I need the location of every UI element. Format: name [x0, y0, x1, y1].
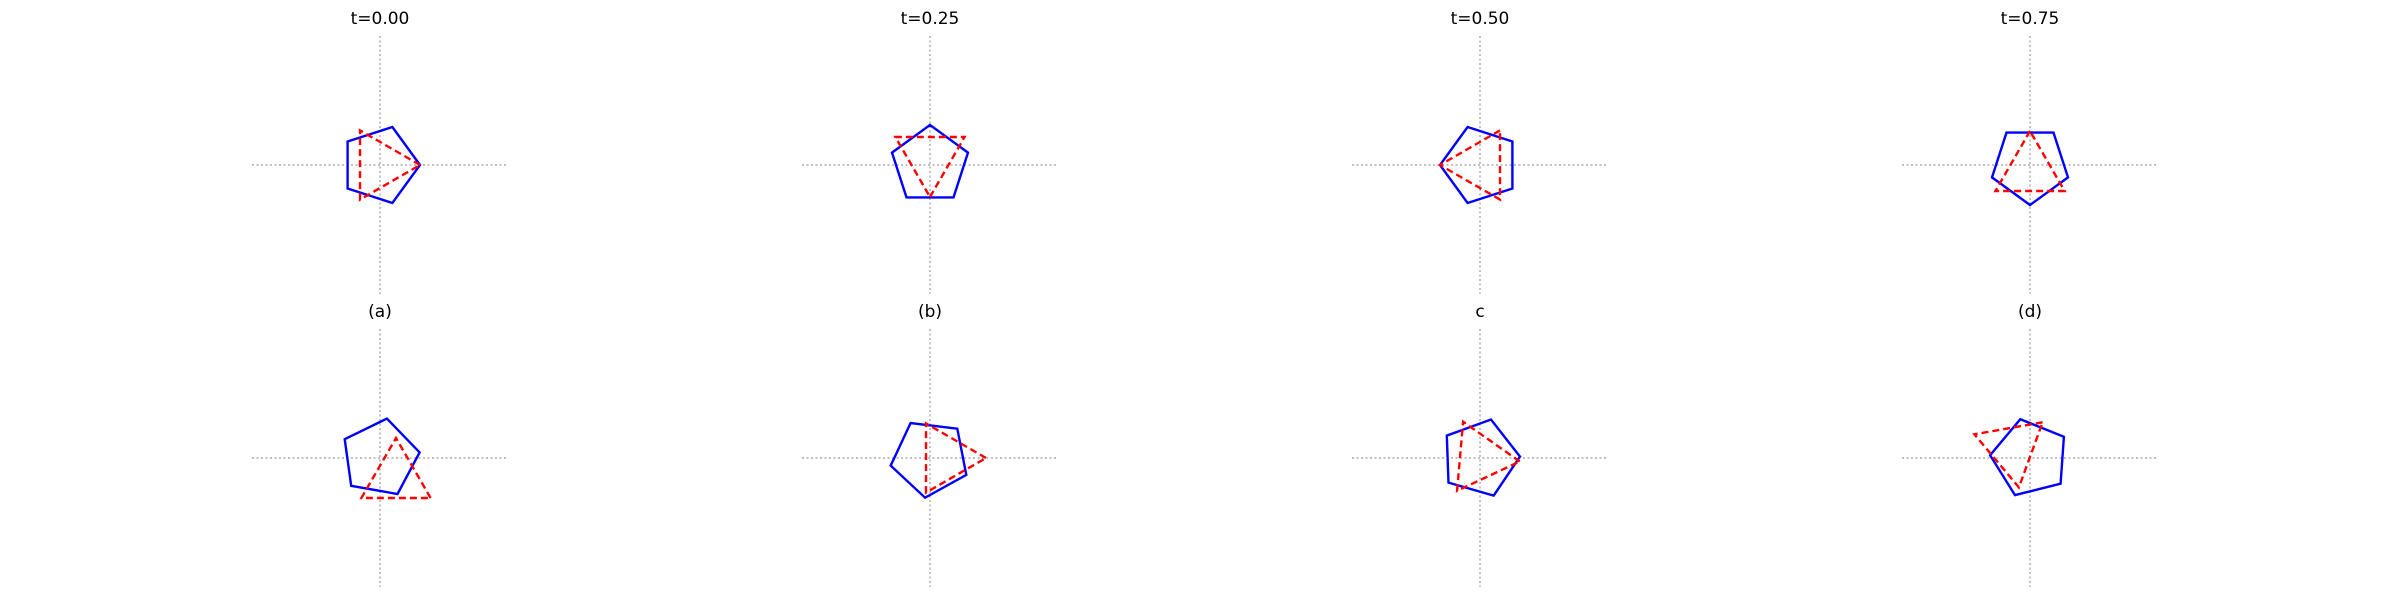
panel-4: t=0.75 [1902, 9, 2158, 294]
triangle-shape [893, 135, 967, 200]
triangle-shape [1455, 419, 1523, 493]
pentagon-shape [1438, 125, 1514, 205]
panel-title: t=0.75 [2001, 9, 2060, 29]
panel-2: t=0.25 [802, 9, 1058, 294]
panel-5: (a) [252, 302, 508, 587]
pentagon-shape [890, 123, 970, 199]
panel-title: (a) [368, 302, 392, 322]
panel-title: (b) [918, 302, 942, 322]
pentagon-shape [346, 125, 422, 205]
panel-8: (d) [1902, 302, 2158, 587]
pentagon-shape [1445, 418, 1522, 497]
pentagon-shape [889, 421, 968, 500]
panel-title: t=0.00 [351, 9, 410, 29]
triangle-shape [1972, 420, 2045, 490]
panel-title: t=0.50 [1451, 9, 1510, 29]
triangle-shape [358, 128, 423, 202]
pentagon-shape [1990, 131, 2070, 207]
triangle-shape [1993, 128, 2067, 193]
panel-title: c [1475, 302, 1484, 322]
panel-title: t=0.25 [901, 9, 960, 29]
panel-6: (b) [802, 302, 1058, 587]
panel-title: (d) [2018, 302, 2042, 322]
triangle-shape [924, 421, 989, 495]
pentagon-shape [343, 417, 422, 496]
panel-3: t=0.50 [1352, 9, 1608, 294]
triangle-shape [1437, 128, 1502, 202]
triangle-shape [359, 435, 433, 500]
pentagon-shape [1988, 417, 2066, 497]
panel-1: t=0.00 [252, 9, 508, 294]
panel-7: c [1352, 302, 1608, 587]
